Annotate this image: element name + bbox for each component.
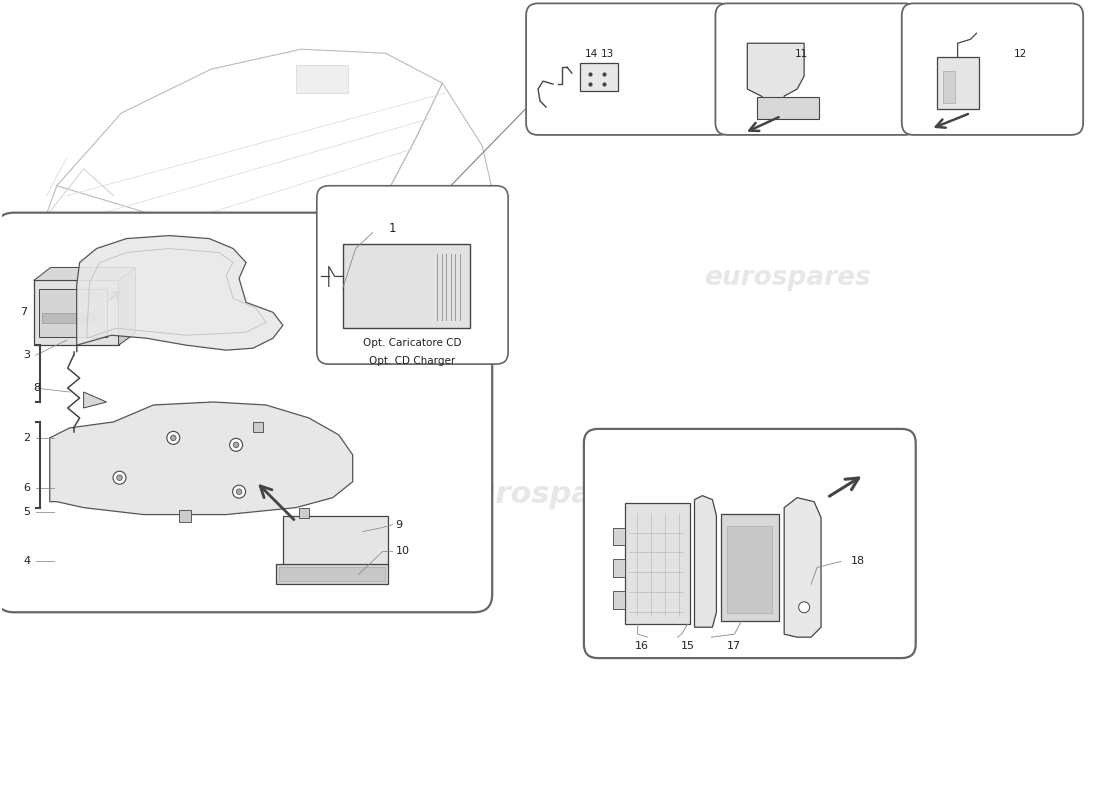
Polygon shape <box>34 267 135 281</box>
Bar <box>279 567 385 582</box>
Circle shape <box>399 329 406 336</box>
Circle shape <box>268 310 304 346</box>
Text: 3: 3 <box>23 350 31 360</box>
FancyBboxPatch shape <box>317 186 508 364</box>
Circle shape <box>799 602 810 613</box>
Text: eurospares: eurospares <box>212 278 309 293</box>
Circle shape <box>167 431 179 444</box>
Text: 4: 4 <box>23 557 31 566</box>
Bar <box>943 71 955 103</box>
Text: 9: 9 <box>396 519 403 530</box>
Text: eurospares: eurospares <box>453 480 647 509</box>
Circle shape <box>113 471 127 484</box>
Text: Opt. Caricatore CD: Opt. Caricatore CD <box>363 338 462 348</box>
Text: 6: 6 <box>23 482 31 493</box>
Polygon shape <box>784 498 821 637</box>
Bar <box>613 559 625 578</box>
Polygon shape <box>119 267 135 345</box>
Circle shape <box>170 435 176 441</box>
FancyBboxPatch shape <box>584 429 915 658</box>
Circle shape <box>230 438 243 451</box>
Polygon shape <box>50 402 353 514</box>
Text: 8: 8 <box>33 383 41 393</box>
Bar <box>373 283 425 315</box>
Bar <box>39 290 107 338</box>
Text: 5: 5 <box>23 506 31 517</box>
Text: 14: 14 <box>585 49 598 59</box>
Circle shape <box>117 475 122 481</box>
Polygon shape <box>84 392 107 408</box>
FancyBboxPatch shape <box>715 3 916 135</box>
Bar <box>613 591 625 610</box>
Bar <box>757 97 820 119</box>
Bar <box>299 508 309 518</box>
Text: 1: 1 <box>388 222 396 235</box>
Bar <box>625 502 690 624</box>
Bar <box>296 65 348 93</box>
Circle shape <box>192 269 236 312</box>
Bar <box>179 510 191 522</box>
Bar <box>34 281 119 345</box>
Text: 7: 7 <box>20 307 28 318</box>
Polygon shape <box>747 43 804 109</box>
Text: 16: 16 <box>635 641 649 651</box>
Bar <box>343 243 471 328</box>
Text: 10: 10 <box>396 546 409 557</box>
Circle shape <box>233 442 239 448</box>
Circle shape <box>385 329 392 336</box>
FancyBboxPatch shape <box>0 213 492 612</box>
Circle shape <box>236 489 242 494</box>
Bar <box>580 63 618 91</box>
Circle shape <box>242 269 286 312</box>
Circle shape <box>232 486 245 498</box>
Polygon shape <box>694 496 716 627</box>
Text: 17: 17 <box>727 641 741 651</box>
Bar <box>727 526 772 614</box>
FancyBboxPatch shape <box>902 3 1084 135</box>
Bar <box>283 515 387 567</box>
Text: 11: 11 <box>794 49 807 59</box>
Bar <box>276 565 387 584</box>
Text: eurospares: eurospares <box>704 266 870 291</box>
FancyBboxPatch shape <box>526 3 732 135</box>
Bar <box>722 514 779 622</box>
Circle shape <box>407 290 430 314</box>
Text: 15: 15 <box>681 641 694 651</box>
Bar <box>937 57 979 109</box>
Bar <box>42 314 94 323</box>
Circle shape <box>412 329 420 336</box>
Text: 18: 18 <box>851 557 865 566</box>
Bar <box>253 422 263 432</box>
Text: Opt. CD Charger: Opt. CD Charger <box>370 356 455 366</box>
Circle shape <box>177 234 301 357</box>
Text: 13: 13 <box>602 49 615 59</box>
Text: 12: 12 <box>1014 49 1027 59</box>
Text: 2: 2 <box>23 433 31 443</box>
Polygon shape <box>77 235 283 352</box>
Bar <box>613 527 625 546</box>
